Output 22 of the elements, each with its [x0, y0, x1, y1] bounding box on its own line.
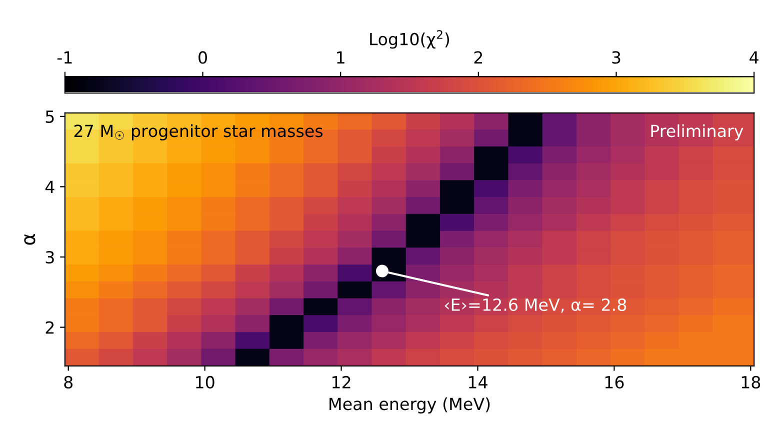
y-tick-label: 3: [46, 250, 54, 264]
color-bar-label: 3: [612, 51, 620, 64]
annotation: 27 M$_{☉}$ progenitor star masses: [74, 124, 323, 140]
x-tick-label: 12: [332, 376, 350, 388]
annotation: Preliminary: [651, 124, 744, 140]
color-bar-label: 4: [750, 51, 758, 64]
color-bar-label: 1: [337, 51, 344, 64]
y-axis-title: α: [24, 234, 36, 245]
annotation: ‹E›=12.6 MeV, α= 2.8: [444, 298, 626, 313]
x-tick-label: 10: [196, 376, 214, 389]
x-tick-label: 16: [605, 376, 624, 389]
y-tick-label: 5: [46, 110, 54, 124]
color-bar-title: Log10(χ$^{2}$): [370, 30, 450, 49]
color-bar-label: 0: [198, 51, 207, 64]
x-tick-label: 8: [64, 376, 73, 389]
x-tick-label: 14: [468, 376, 488, 388]
color-bar-label: 2: [474, 51, 482, 64]
y-tick-label: 4: [45, 180, 54, 194]
x-axis-title: Mean energy (MeV): [330, 397, 490, 414]
x-tick-label: 18: [742, 376, 760, 389]
y-tick-label: 2: [46, 321, 54, 334]
color-bar-label: -1: [57, 51, 72, 64]
